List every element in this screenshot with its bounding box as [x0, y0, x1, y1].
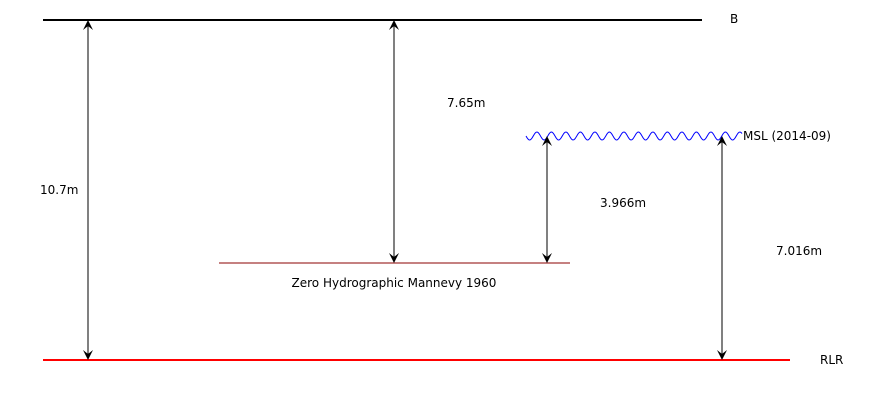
label-rlr-to-msl: 7.016m	[776, 244, 822, 258]
label-level-msl: MSL (2014-09)	[743, 129, 831, 143]
label-level-rlr: RLR	[820, 353, 843, 367]
label-zero-to-msl: 3.966m	[600, 196, 646, 210]
label-b-to-zero: 7.65m	[447, 96, 485, 110]
level-line-msl-wave	[525, 131, 743, 141]
label-level-zero-hydrographic: Zero Hydrographic Mannevy 1960	[292, 276, 497, 290]
label-level-b: B	[730, 12, 738, 26]
label-b-to-rlr: 10.7m	[40, 183, 78, 197]
